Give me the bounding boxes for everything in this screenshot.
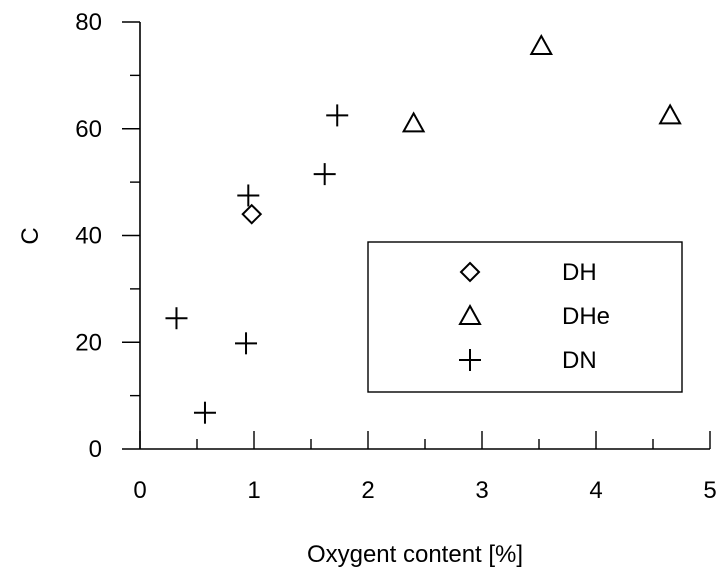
x-tick-label: 3 xyxy=(475,477,488,504)
legend-label-dhe: DHe xyxy=(562,303,610,330)
y-tick-label: 80 xyxy=(75,9,102,36)
point-dhe xyxy=(658,103,682,125)
x-tick-label: 5 xyxy=(703,477,716,504)
point-dhe xyxy=(401,111,426,133)
tick-labels: 0 1 2 3 4 5 0 20 40 60 80 xyxy=(75,9,716,504)
x-axis-title: Oxygent content [%] xyxy=(307,541,523,568)
x-tick-label: 4 xyxy=(589,477,602,504)
point-dhe xyxy=(529,33,553,56)
y-tick-label: 20 xyxy=(75,329,102,356)
y-tick-label: 0 xyxy=(89,436,102,463)
point-dn xyxy=(326,104,349,127)
legend-items: DH DHe DN xyxy=(458,259,610,374)
point-dn xyxy=(193,401,216,424)
legend: DH DHe DN xyxy=(367,241,683,393)
point-dn xyxy=(235,332,258,355)
ticks xyxy=(122,21,711,450)
legend-box xyxy=(367,241,683,393)
legend-marker-dhe xyxy=(458,303,482,325)
point-dn xyxy=(237,184,260,207)
legend-marker-dn xyxy=(459,349,481,371)
legend-label-dh: DH xyxy=(562,259,597,286)
point-dh xyxy=(241,203,263,225)
y-tick-label: 60 xyxy=(75,116,102,143)
legend-marker-dh xyxy=(459,261,481,283)
point-dn xyxy=(165,307,188,330)
x-tick-label: 0 xyxy=(133,477,146,504)
x-tick-label: 2 xyxy=(361,477,374,504)
legend-label-dn: DN xyxy=(562,347,597,374)
x-tick-label: 1 xyxy=(247,477,260,504)
y-tick-label: 40 xyxy=(75,223,102,250)
y-axis-title: C xyxy=(17,227,44,244)
point-dn xyxy=(313,163,336,186)
data-markers xyxy=(165,33,682,424)
